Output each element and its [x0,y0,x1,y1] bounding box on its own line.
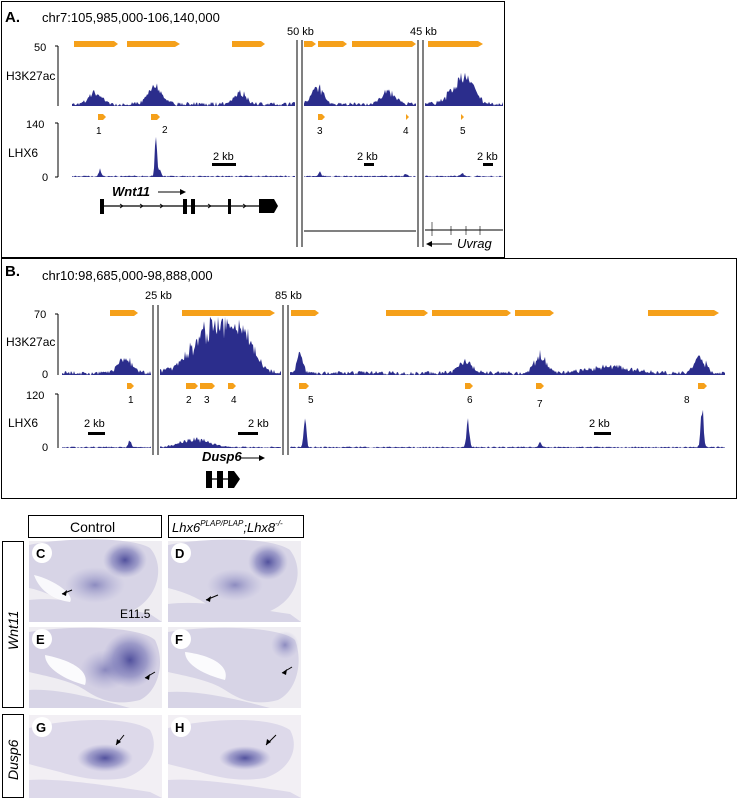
panel-a-scalebar-3 [483,163,493,166]
row-header-wnt11: Wnt11 [5,611,21,650]
panel-b-frame [1,258,737,499]
panel-b-scalebar-1 [88,432,105,435]
panel-b-peak-markers [127,383,707,389]
panel-a-h3-max: 50 [34,42,46,54]
panel-a-peak-4: 4 [403,126,409,137]
col-header-control-box [28,515,162,538]
insitu-image-e: E [29,627,162,708]
panel-a-lhx6-signal [72,136,503,177]
stage-label: E11.5 [120,607,151,621]
panel-b-peak-3: 3 [204,395,210,406]
panel-b-lhx6-max: 120 [26,390,44,402]
panel-b-h3-min: 0 [42,369,48,381]
panel-a: A. chr7:105,985,000-106,140,000 50 kb 45… [1,1,505,258]
panel-b-gap1-label: 25 kb [145,290,172,302]
panel-b-scalebar-label-1: 2 kb [84,418,105,430]
panel-b-h3k27ac-signal [62,316,725,375]
panel-a-gap1-label: 50 kb [287,26,314,38]
panel-b-gap-lines [152,305,289,455]
panel-b-h3-max: 70 [34,309,46,321]
insitu-image-c: C E11.5 [29,539,162,622]
panel-a-frame [1,1,505,258]
panel-a-peak-1: 1 [96,126,102,137]
panel-a-coords: chr7:105,985,000-106,140,000 [42,10,220,25]
row-header-dusp6-box [2,714,24,798]
panel-a-scalebar-label-1: 2 kb [213,151,234,163]
panel-a-scalebar-2 [364,163,374,166]
panel-b-scalebar-2 [238,432,258,435]
col-header-mutant-box [168,515,304,538]
panel-a-scalebar-1 [212,163,236,166]
panel-b-scalebar-label-2: 2 kb [248,418,269,430]
panel-b-peak-7: 7 [537,399,543,410]
col-header-mutant: Lhx6PLAP/PLAP;Lhx8-/- [172,519,283,535]
svg-text:F: F [175,632,183,647]
panel-b-peak-5: 5 [308,395,314,406]
panel-b: B. chr10:98,685,000-98,888,000 25 kb 85 … [1,258,737,499]
insitu-image-d: D [168,539,301,622]
panel-a-scalebar-label-2: 2 kb [357,151,378,163]
panel-a-wnt11-gene-model [100,199,278,214]
panel-a-peak-markers [98,114,464,120]
panel-a-lhx6-label: LHX6 [8,146,38,160]
panel-b-gap2-label: 85 kb [275,290,302,302]
panel-a-scalebar-label-3: 2 kb [477,151,498,163]
panel-a-gap-lines [296,40,424,247]
insitu-image-g: G [29,715,162,798]
panel-b-label: B. [5,263,20,280]
panel-b-scalebar-3 [594,432,611,435]
panel-a-lhx6-max: 140 [26,119,44,131]
panel-a-h3k27ac-signal [72,72,503,106]
panel-a-peak-3: 3 [317,126,323,137]
insitu-image-f: F [168,627,301,708]
svg-text:H: H [175,720,184,735]
panel-b-lhx6-min: 0 [42,442,48,454]
insitu-panels: Control Lhx6PLAP/PLAP;Lhx8-/- Wnt11 Dusp… [2,515,304,798]
panel-b-dusp6-gene-model [206,471,240,488]
panel-b-peak-4: 4 [231,395,237,406]
row-header-wnt11-box [2,541,24,708]
panel-b-enhancer-bars [110,310,719,316]
panel-a-gene-wnt11: Wnt11 [112,184,150,199]
panel-a-lhx6-min: 0 [42,172,48,184]
panel-b-h3-label: H3K27ac [6,335,55,349]
col-header-control: Control [70,519,115,535]
panel-a-gene-uvrag: Uvrag [457,236,492,251]
panel-a-label: A. [5,9,20,26]
svg-text:D: D [175,546,184,561]
panel-b-peak-6: 6 [467,395,473,406]
panel-a-gap2-label: 45 kb [410,26,437,38]
panel-a-peak-5: 5 [460,126,466,137]
panel-b-lhx6-signal [62,409,725,448]
svg-text:E: E [36,632,45,647]
panel-b-peak-1: 1 [128,395,134,406]
panel-a-h3-label: H3K27ac [6,69,55,83]
panel-b-lhx6-label: LHX6 [8,416,38,430]
insitu-image-h: H [168,715,301,798]
panel-b-scalebar-label-3: 2 kb [589,418,610,430]
panel-b-gene-dusp6: Dusp6 [202,449,243,464]
svg-text:C: C [36,546,46,561]
panel-a-enhancer-bars [74,41,483,47]
panel-b-coords: chr10:98,685,000-98,888,000 [42,268,213,283]
panel-a-peak-2: 2 [162,125,168,136]
svg-text:G: G [36,720,46,735]
row-header-dusp6: Dusp6 [5,739,21,780]
panel-b-peak-2: 2 [186,395,192,406]
panel-b-peak-8: 8 [684,395,690,406]
